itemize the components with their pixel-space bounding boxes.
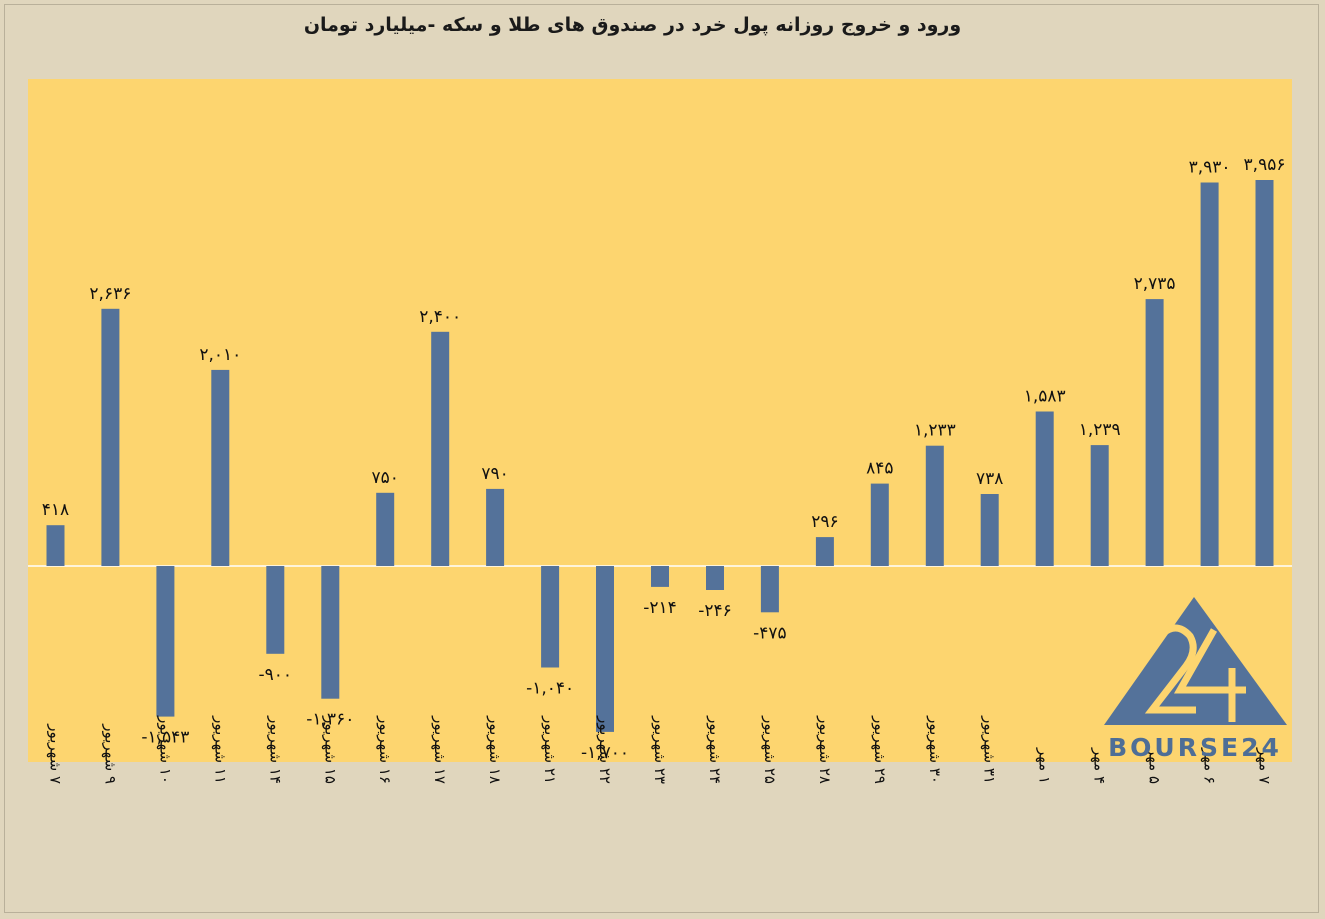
value-label-2: -۱,۵۴۳ [141,728,189,748]
bar-17 [980,494,999,566]
value-label-5: -۱,۳۶۰ [306,710,354,730]
x-tick-label-19: ۴ مهر [1091,747,1109,784]
bar-21 [1200,182,1219,566]
x-tick-label-3: ۱۱ شهریور [211,715,229,784]
value-label-19: ۱,۲۳۹ [1079,420,1121,440]
value-label-16: ۱,۲۳۳ [914,421,956,441]
x-tick-label-17: ۳۱ شهریور [981,715,999,784]
bar-6 [376,492,395,566]
value-label-3: ۲,۰۱۰ [199,345,241,365]
x-tick-label-21: ۶ مهر [1201,747,1219,784]
bar-8 [486,488,505,566]
bar-13 [760,566,779,613]
bar-12 [706,566,724,590]
x-tick-label-1: ۹ شهریور [101,723,119,784]
x-tick-label-5: ۱۵ شهریور [321,715,339,784]
value-label-1: ۲,۶۳۶ [89,284,131,304]
bar-10 [596,566,614,732]
x-tick-label-16: ۳۰ شهریور [926,715,944,784]
x-tick-label-12: ۲۴ شهریور [706,715,724,784]
bar-0 [46,525,65,566]
x-tick-label-22: ۷ مهر [1256,747,1274,784]
x-tick-label-9: ۲۱ شهریور [541,715,559,784]
value-label-15: ۸۴۵ [866,459,893,479]
value-label-7: ۲,۴۰۰ [419,307,461,327]
x-tick-label-0: ۷ شهریور [47,723,65,784]
value-label-22: ۳,۹۵۶ [1244,155,1286,175]
chart-frame [4,4,1319,913]
bar-22 [1255,180,1274,566]
x-tick-label-18: ۱ مهر [1036,747,1054,784]
bar-4 [266,566,285,654]
bar-18 [1035,411,1054,566]
bar-9 [541,566,560,668]
x-tick-label-10: ۲۲ شهریور [596,715,614,784]
value-label-18: ۱,۵۸۳ [1024,387,1066,407]
bar-3 [211,369,230,566]
bar-19 [1090,445,1109,566]
x-tick-label-8: ۱۸ شهریور [486,715,504,784]
x-tick-label-2: ۱۰ شهریور [156,715,174,784]
bar-2 [156,566,175,717]
value-label-6: ۷۵۰ [371,468,398,488]
bourse24-triangle-logo: BOURSE24 [1104,597,1287,762]
value-label-17: ۷۳۸ [976,469,1003,489]
value-label-0: ۴۱۸ [42,500,69,520]
bar-5 [321,566,340,699]
bar-20 [1145,299,1164,566]
chart-title: ورود و خروج روزانه پول خرد در صندوق های … [303,14,962,36]
bar-1 [101,308,120,566]
bar-11 [651,566,669,587]
value-label-21: ۳,۹۳۰ [1189,158,1231,178]
bar-14 [815,537,834,566]
value-label-13: -۴۷۵ [753,623,787,643]
x-tick-label-13: ۲۵ شهریور [761,715,779,784]
value-label-12: -۲۴۶ [698,601,732,621]
x-tick-label-4: ۱۴ شهریور [266,715,284,784]
value-label-9: -۱,۰۴۰ [526,679,574,699]
plot-area [28,79,1292,762]
x-tick-label-20: ۵ مهر [1146,747,1164,784]
value-label-14: ۲۹۶ [811,512,838,532]
x-tick-label-6: ۱۶ شهریور [376,715,394,784]
x-tick-label-11: ۲۳ شهریور [651,715,669,784]
logo-text: BOURSE24 [1108,733,1282,762]
x-tick-label-7: ۱۷ شهریور [431,715,449,784]
value-label-4: -۹۰۰ [259,665,293,685]
x-tick-label-15: ۲۹ شهریور [871,715,889,784]
value-label-20: ۲,۷۳۵ [1134,274,1176,294]
bar-15 [870,483,889,566]
value-label-8: ۷۹۰ [481,464,508,484]
value-label-10: -۱,۷۰۰ [581,743,629,763]
x-tick-label-14: ۲۸ شهریور [816,715,834,784]
bar-7 [431,331,450,566]
bar-16 [925,445,944,566]
value-label-11: -۲۱۴ [643,598,677,618]
